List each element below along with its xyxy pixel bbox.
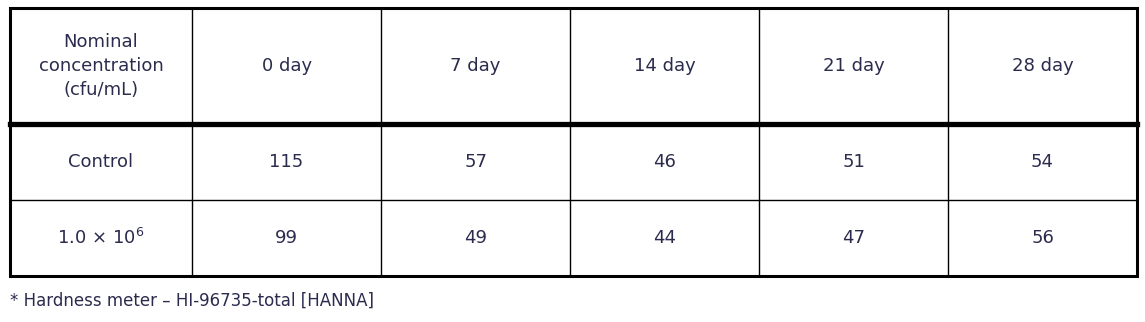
Text: Control: Control xyxy=(69,153,134,171)
Text: 51: 51 xyxy=(842,153,864,171)
Text: 49: 49 xyxy=(464,229,487,247)
Text: 57: 57 xyxy=(464,153,487,171)
Text: 47: 47 xyxy=(842,229,864,247)
Text: 7 day: 7 day xyxy=(450,57,500,75)
Text: 54: 54 xyxy=(1030,153,1055,171)
Text: 21 day: 21 day xyxy=(822,57,884,75)
Text: Nominal
concentration
(cfu/mL): Nominal concentration (cfu/mL) xyxy=(39,33,164,99)
Text: 115: 115 xyxy=(269,153,303,171)
Text: 99: 99 xyxy=(275,229,298,247)
Text: 14 day: 14 day xyxy=(633,57,695,75)
Text: 46: 46 xyxy=(653,153,676,171)
Text: 28 day: 28 day xyxy=(1012,57,1073,75)
Text: 0 day: 0 day xyxy=(261,57,311,75)
Bar xyxy=(10,8,1137,276)
Text: 1.0 $\times$ 10$^{6}$: 1.0 $\times$ 10$^{6}$ xyxy=(57,228,144,248)
Text: 44: 44 xyxy=(653,229,676,247)
Text: 56: 56 xyxy=(1030,229,1053,247)
Text: * Hardness meter – HI-96735-total [HANNA]: * Hardness meter – HI-96735-total [HANNA… xyxy=(10,292,374,310)
